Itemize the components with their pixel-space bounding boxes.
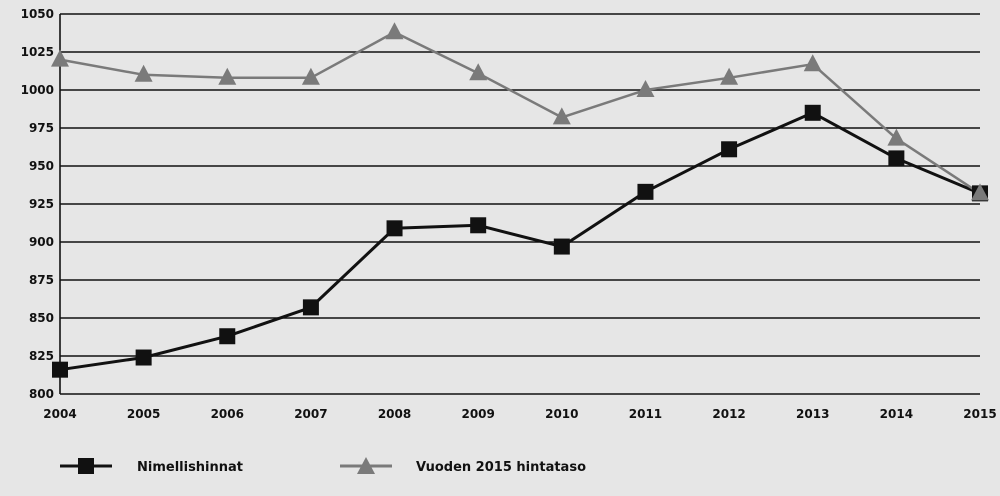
data-point-nimellishinnat-2011 — [637, 183, 654, 200]
x-tick-label: 2012 — [712, 407, 745, 421]
x-tick-label: 2004 — [43, 407, 76, 421]
data-point-vuoden-2015-hintataso-2011 — [636, 80, 655, 97]
data-point-nimellishinnat-2005 — [135, 349, 152, 366]
data-point-vuoden-2015-hintataso-2007 — [301, 67, 320, 85]
y-tick-label: 1025 — [21, 45, 54, 59]
data-point-vuoden-2015-hintataso-2013 — [803, 54, 822, 72]
data-point-nimellishinnat-2012 — [721, 141, 738, 158]
x-tick-label: 2014 — [880, 407, 913, 421]
y-tick-label: 900 — [29, 235, 54, 249]
y-tick-label: 850 — [29, 311, 54, 325]
legend-label-nimellishinnat: Nimellishinnat — [137, 460, 243, 475]
x-tick-label: 2011 — [629, 407, 662, 421]
data-point-vuoden-2015-hintataso-2004 — [51, 49, 69, 67]
data-point-nimellishinnat-2004 — [52, 361, 68, 378]
data-point-nimellishinnat-2010 — [553, 238, 570, 255]
y-tick-labels: 800 825 850 875 900 925 950 975 1000 1025 1050 — [21, 7, 54, 401]
data-point-nimellishinnat-2007 — [302, 299, 319, 316]
y-tick-label: 975 — [29, 121, 54, 135]
x-tick-label: 2006 — [211, 407, 244, 421]
y-tick-label: 800 — [29, 387, 54, 401]
series-lines — [59, 30, 981, 372]
data-point-nimellishinnat-2006 — [219, 328, 236, 345]
legend: Nimellishinnat Vuoden 2015 hintataso — [60, 457, 586, 475]
legend-swatch-marker-nimellishinnat — [78, 458, 94, 474]
data-point-nimellishinnat-2009 — [470, 217, 487, 234]
series-line-vuoden-2015-hintataso — [59, 30, 981, 195]
y-tick-label: 875 — [29, 273, 54, 287]
data-point-vuoden-2015-hintataso-2009 — [469, 63, 488, 81]
x-tick-label: 2009 — [461, 407, 494, 421]
y-tick-label: 950 — [29, 159, 54, 173]
data-point-nimellishinnat-2014 — [888, 150, 905, 167]
x-tick-label: 2013 — [796, 407, 829, 421]
x-tick-labels: 2004 2005 2006 2007 2008 2009 2010 2011 2012 2013… — [43, 407, 996, 421]
y-tick-label: 1000 — [21, 83, 54, 97]
data-point-vuoden-2015-hintataso-2014 — [887, 128, 906, 146]
data-point-nimellishinnat-2013 — [804, 104, 821, 121]
legend-label-vuoden-2015-hintataso: Vuoden 2015 hintataso — [416, 460, 586, 475]
y-tick-label: 1050 — [21, 7, 54, 21]
legend-swatch-marker-vuoden-2015-hintataso — [357, 457, 375, 474]
x-tick-label: 2010 — [545, 407, 578, 421]
data-point-vuoden-2015-hintataso-2012 — [720, 67, 739, 85]
y-tick-label: 925 — [29, 197, 54, 211]
x-tick-label: 2007 — [294, 407, 327, 421]
series-line-nimellishinnat — [59, 111, 981, 372]
data-point-nimellishinnat-2008 — [386, 220, 403, 237]
legend-item-nimellishinnat: Nimellishinnat — [60, 458, 243, 475]
data-point-vuoden-2015-hintataso-2015 — [971, 183, 989, 201]
data-point-vuoden-2015-hintataso-2005 — [134, 64, 153, 82]
legend-item-vuoden-2015-hintataso: Vuoden 2015 hintataso — [340, 457, 586, 475]
series-markers — [51, 22, 989, 378]
x-tick-label: 2015 — [963, 407, 996, 421]
data-point-vuoden-2015-hintataso-2008 — [385, 22, 404, 40]
y-tick-label: 825 — [29, 349, 54, 363]
x-tick-label: 2008 — [378, 407, 411, 421]
data-point-vuoden-2015-hintataso-2006 — [218, 67, 237, 85]
gridlines — [60, 13, 980, 395]
x-tick-label: 2005 — [127, 407, 160, 421]
data-point-vuoden-2015-hintataso-2010 — [552, 107, 571, 125]
